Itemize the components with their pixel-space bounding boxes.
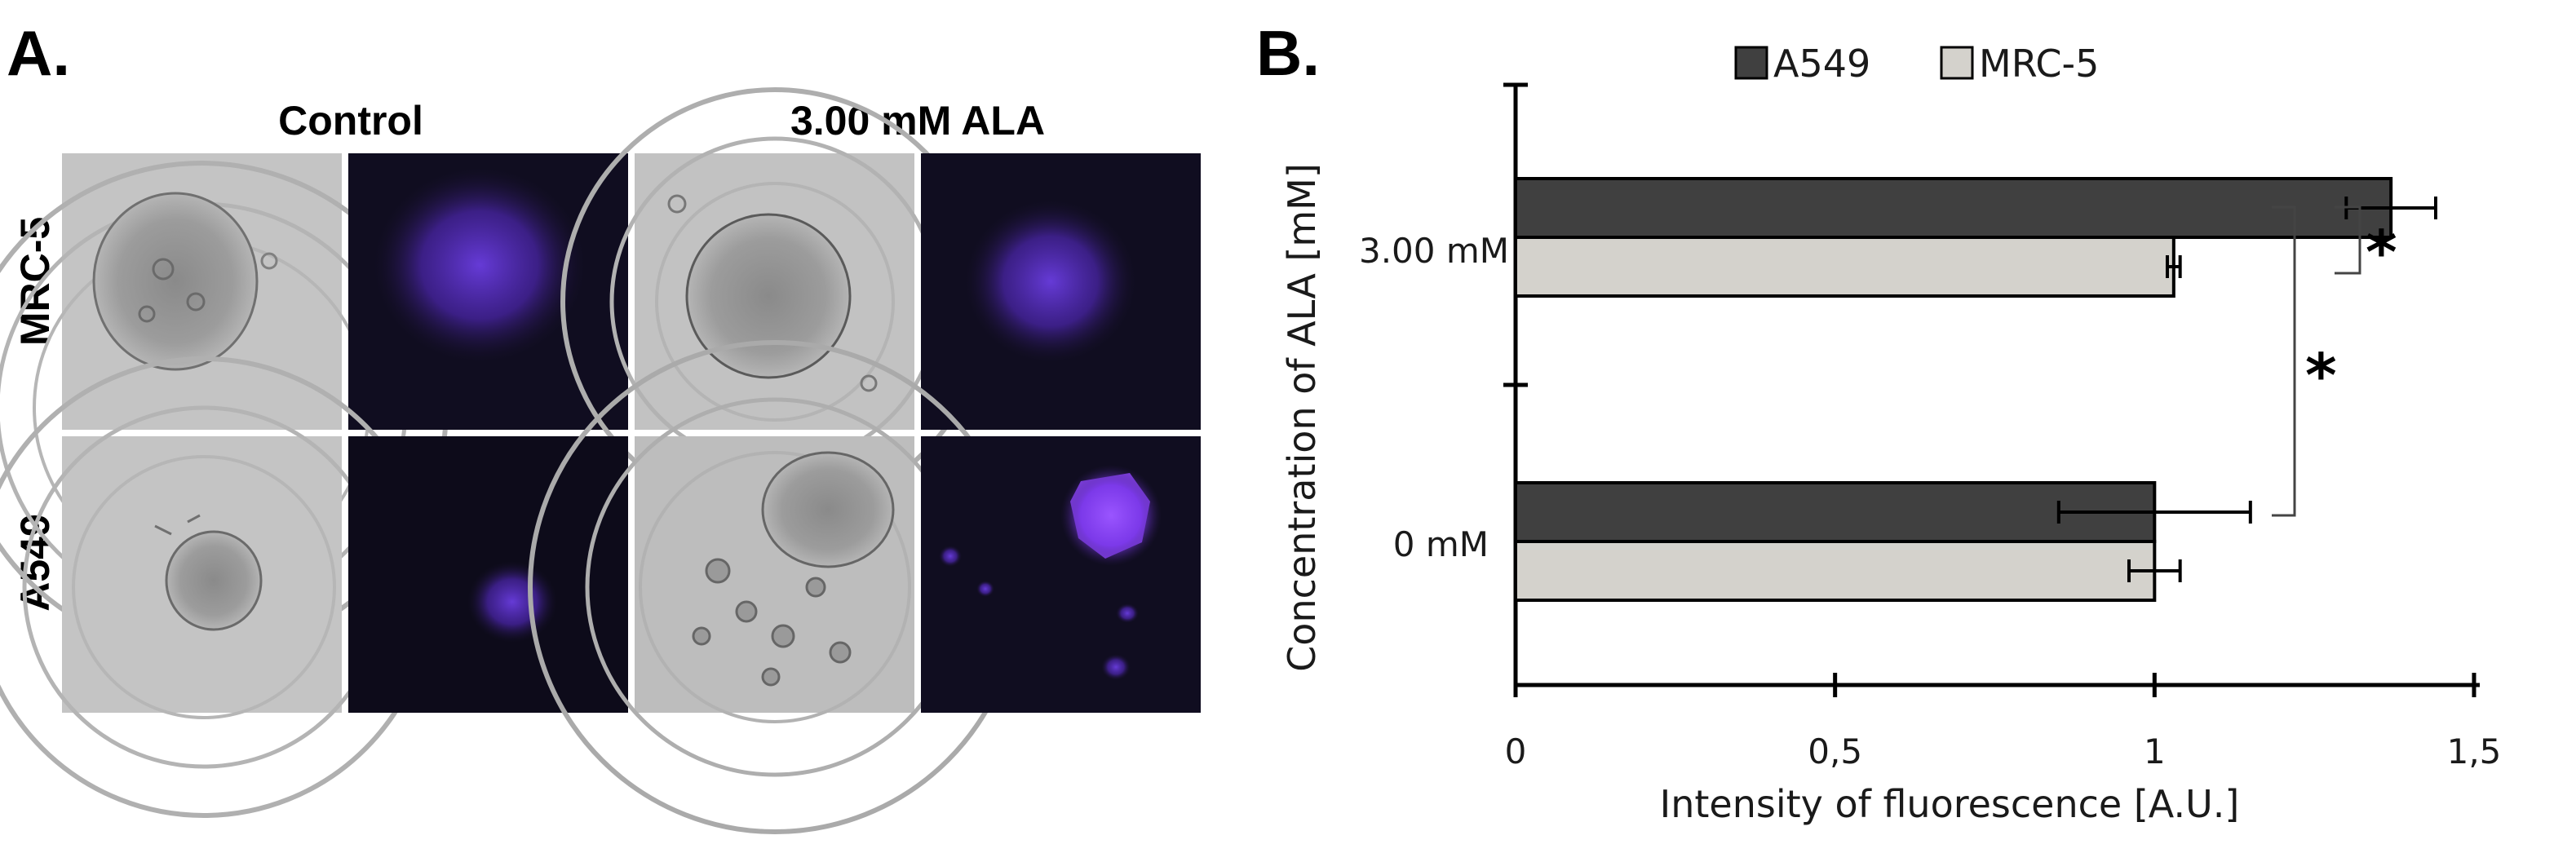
significance-star-outer: * [2305,341,2337,411]
x-tick-label-2: 1 [2144,731,2166,771]
y-axis-title: Concentration of ALA [mM] [1280,163,1324,672]
error-bar-mrc5-cat1 [2127,559,2182,582]
x-tick-label-0: 0 [1505,731,1527,771]
panel-a: A. Control 3.00 mM ALA MRC-5 A549 [0,17,1201,834]
x-ticks-layer: 0 0,5 1 1,5 [1505,673,2502,771]
legend: A549 MRC-5 [1734,42,2099,86]
error-bar-a549-cat1 [2056,501,2252,524]
category-label-0mm: 0 mM [1393,524,1489,564]
legend-swatch-a549 [1734,46,1768,80]
error-bar-mrc5-cat0 [2166,255,2182,278]
significance-bracket-outer: * [2272,206,2337,517]
panel-b-letter: B. [1256,17,1320,89]
image-mrc5-control-fluorescence [348,153,628,430]
x-tick-label-1: 0,5 [1808,731,1862,771]
image-a549-ala-brightfield [528,340,1022,834]
panel-a-letter: A. [7,17,70,89]
significance-bracket-inner: * [2335,206,2397,288]
image-mrc5-control-brightfield [0,153,449,655]
error-bars-layer [2056,197,2437,582]
category-label-3mm: 3.00 mM [1359,231,1509,271]
x-tick-label-3: 1,5 [2447,731,2502,771]
image-a549-control-fluorescence [348,436,628,713]
image-mrc5-ala-fluorescence [921,153,1201,430]
bars-layer [1514,177,2393,602]
bar-mrc5-cat1 [1514,540,2157,602]
image-a549-ala-fluorescence [921,436,1201,713]
row-label-mrc5: MRC-5 [12,217,58,346]
col-header-ala: 3.00 mM ALA [790,98,1045,144]
legend-label-mrc5: MRC-5 [1979,42,2099,86]
x-axis-title: Intensity of fluorescence [A.U.] [1660,782,2240,826]
legend-swatch-mrc5 [1940,46,1974,80]
col-header-control: Control [278,98,423,144]
significance-star-inner: * [2366,218,2397,288]
legend-label-a549: A549 [1773,42,1870,86]
bar-a549-cat0 [1514,177,2393,239]
panel-b: B. A549 MRC-5 Concentration of ALA [mM] … [1256,17,2501,826]
bar-mrc5-cat0 [1514,236,2175,298]
image-mrc5-ala-brightfield [560,87,989,516]
